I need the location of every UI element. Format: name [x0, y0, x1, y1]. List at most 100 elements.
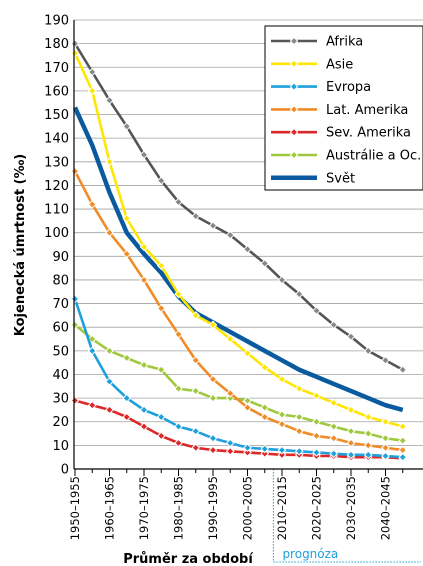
data-point: [277, 410, 287, 419]
data-point: [346, 405, 356, 415]
y-tick-label: 40: [52, 368, 69, 383]
x-tick-label: 1970–1975: [137, 476, 151, 540]
data-point: [363, 412, 373, 422]
x-tick-labels: 1950–1955 1960–1965 1970–1975 1980–1985 1990…: [68, 476, 393, 540]
data-point: [260, 363, 270, 372]
data-point: [139, 150, 149, 160]
data-point: [363, 346, 373, 356]
data-point: [139, 405, 149, 415]
y-tick-label: 10: [52, 439, 69, 454]
legend-label: Svět: [326, 171, 355, 186]
legend-marker: [289, 36, 299, 46]
data-point: [70, 39, 80, 48]
data-point: [122, 353, 132, 363]
data-point: [87, 346, 97, 356]
data-point: [329, 449, 339, 458]
y-tick-label: 150: [44, 108, 69, 123]
legend-label: Sev. Amerika: [326, 126, 411, 141]
data-point: [277, 374, 287, 384]
legend-label: Austrálie a Oc.: [326, 149, 421, 164]
data-point: [191, 311, 201, 320]
data-point: [329, 422, 339, 431]
data-point: [174, 384, 183, 393]
x-tick-label: 1980–1985: [172, 476, 186, 540]
series-line: [74, 323, 403, 442]
legend-item-svet: Svět: [271, 171, 355, 186]
data-point: [174, 289, 183, 299]
data-point: [398, 422, 408, 431]
data-point: [277, 445, 287, 455]
legend-item-afrika: Afrika: [271, 35, 363, 50]
data-point: [260, 444, 270, 454]
y-axis-title: Kojenecká úmrtnost (‰): [13, 154, 28, 336]
data-point: [70, 294, 80, 304]
y-tick-label: 90: [52, 250, 69, 265]
data-point: [105, 96, 114, 105]
data-point: [312, 431, 321, 441]
data-point: [312, 306, 321, 315]
data-point: [381, 451, 390, 461]
legend-label: Asie: [326, 57, 353, 72]
data-point: [243, 448, 252, 457]
y-tick-label: 20: [52, 415, 69, 430]
data-point: [346, 426, 356, 436]
data-point: [208, 393, 218, 403]
data-point: [208, 445, 218, 455]
data-point: [191, 443, 201, 453]
legend-marker: [289, 127, 299, 137]
data-point: [191, 386, 201, 396]
legend-label: Afrika: [326, 35, 363, 50]
data-point: [243, 348, 252, 358]
data-point: [225, 334, 235, 344]
data-point: [139, 275, 149, 285]
data-point: [70, 166, 80, 176]
data-point: [312, 391, 321, 401]
data-point: [225, 438, 235, 448]
legend-label: Evropa: [326, 80, 371, 95]
y-tick-label: 30: [52, 392, 69, 407]
data-point: [398, 365, 408, 375]
data-point: [156, 412, 166, 422]
data-point: [225, 389, 235, 398]
legend-marker: [289, 59, 299, 69]
data-point: [87, 200, 97, 209]
data-point: [122, 249, 132, 259]
data-point: [156, 303, 166, 313]
legend-label: Lat. Amerika: [326, 103, 408, 118]
y-tick-label: 180: [44, 37, 69, 52]
data-point: [87, 400, 97, 410]
data-point: [363, 450, 373, 460]
y-tick-label: 170: [44, 61, 69, 76]
data-point: [346, 438, 356, 448]
axes: [73, 20, 423, 476]
data-point: [294, 384, 304, 393]
series-line: [72, 106, 404, 413]
series-line: [73, 298, 403, 459]
data-point: [122, 393, 132, 403]
data-point: [105, 346, 114, 356]
data-point: [191, 426, 201, 436]
data-point: [105, 405, 114, 415]
data-point: [294, 289, 304, 299]
y-tick-label: 80: [52, 273, 69, 288]
data-point: [381, 433, 390, 443]
data-point: [156, 431, 166, 441]
y-tick-label: 100: [44, 226, 69, 241]
data-point: [225, 230, 235, 240]
data-point: [174, 197, 183, 207]
data-point: [70, 48, 80, 58]
data-point: [294, 426, 304, 436]
data-point: [381, 443, 390, 453]
y-tick-label: 0: [61, 463, 69, 478]
data-point: [294, 412, 304, 422]
x-tick-label: 2040–2045: [379, 476, 393, 540]
y-tick-label: 60: [52, 321, 69, 336]
data-point: [243, 244, 252, 254]
legend-item-sev-amerika: Sev. Amerika: [271, 126, 411, 141]
legend-marker: [289, 82, 299, 91]
data-point: [277, 419, 287, 429]
series-sev-amerika: [70, 396, 408, 463]
legend-item-evropa: Evropa: [271, 80, 371, 95]
legend: Afrika Asie Evropa Lat. Amerika Sev. Amerika…: [264, 25, 423, 191]
data-point: [208, 433, 218, 443]
